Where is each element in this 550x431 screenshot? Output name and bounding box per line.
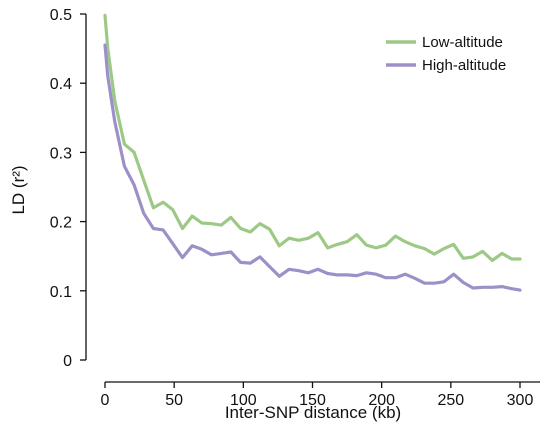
legend-label: Low-altitude [422, 34, 503, 51]
y-tick-label: 0.1 [50, 284, 72, 301]
x-tick-label: 50 [165, 392, 183, 409]
series-line-high-altitude [103, 43, 522, 292]
x-tick-label: 0 [101, 392, 110, 409]
y-tick-label: 0.5 [50, 7, 72, 24]
x-axis-title: Inter-SNP distance (kb) [225, 403, 401, 422]
y-tick-label: 0.4 [50, 76, 72, 93]
y-tick-label: 0.2 [50, 215, 72, 232]
x-axis: 0 50 100 150 200 250 300 [101, 381, 540, 409]
y-tick-label: 0 [63, 353, 72, 370]
x-tick-label: 200 [368, 392, 395, 409]
x-tick-label: 100 [230, 392, 257, 409]
series-line-low-altitude [103, 13, 522, 262]
x-tick-label: 150 [299, 392, 326, 409]
y-axis-title: LD (r²) [9, 165, 28, 214]
y-tick-label: 0.3 [50, 145, 72, 162]
x-tick-label: 250 [437, 392, 464, 409]
y-axis: 0 0.1 0.2 0.3 0.4 0.5 [50, 7, 87, 370]
legend-label: High-altitude [422, 57, 506, 74]
series-layer [103, 13, 522, 292]
legend: Low-altitude High-altitude [386, 34, 506, 74]
x-tick-label: 300 [507, 392, 534, 409]
